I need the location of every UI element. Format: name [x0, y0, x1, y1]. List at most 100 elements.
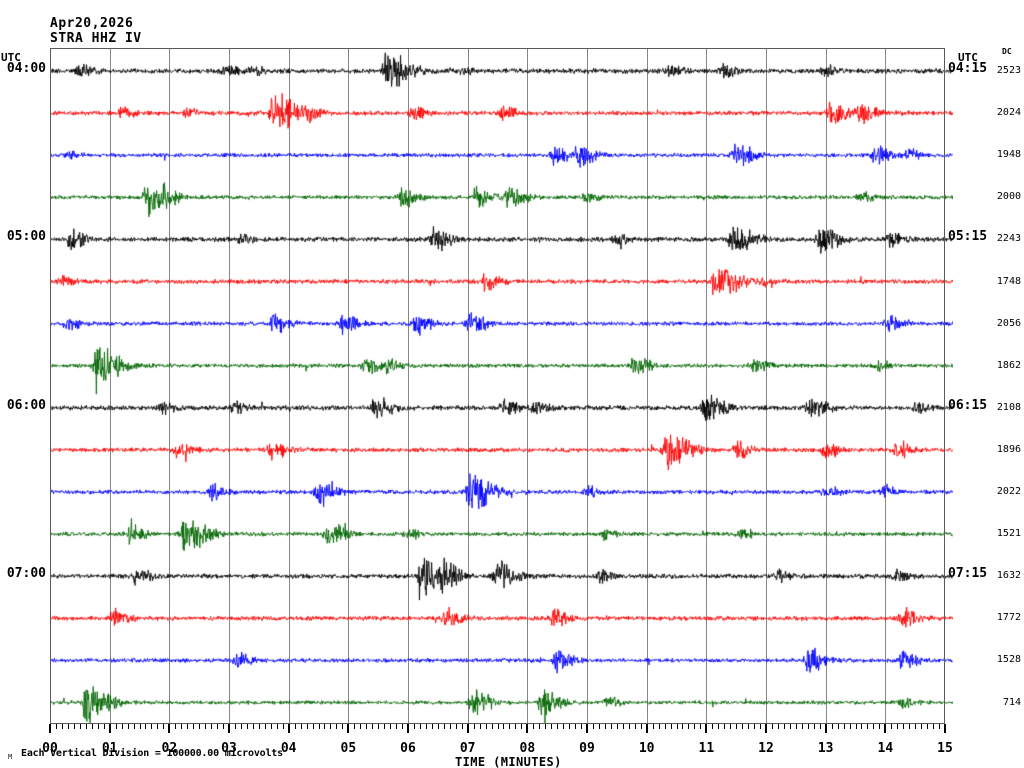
- minor-tick: [592, 724, 594, 729]
- minor-tick: [873, 724, 875, 729]
- minor-tick: [736, 724, 738, 729]
- minor-tick: [658, 724, 660, 729]
- minor-tick: [443, 724, 445, 729]
- major-tick: [347, 724, 350, 733]
- minor-tick: [461, 724, 463, 729]
- minor-tick: [598, 724, 600, 729]
- minor-tick: [927, 724, 929, 729]
- dc-value: 1896: [996, 444, 1021, 455]
- minor-tick: [217, 724, 219, 729]
- minor-tick: [181, 724, 183, 729]
- minor-tick: [849, 724, 851, 729]
- x-tick-label: 11: [698, 741, 715, 756]
- x-tick-label: 13: [817, 741, 834, 756]
- minor-tick: [455, 724, 457, 729]
- minor-tick: [246, 724, 248, 729]
- minor-tick: [521, 724, 523, 729]
- minor-tick: [145, 724, 147, 729]
- minor-tick: [581, 724, 583, 729]
- minor-tick: [91, 724, 93, 729]
- minor-tick: [372, 724, 374, 729]
- minor-tick: [425, 724, 427, 729]
- minor-tick: [628, 724, 630, 729]
- minor-tick: [473, 724, 475, 729]
- minor-tick: [121, 724, 123, 729]
- x-tick-label: 02: [161, 741, 178, 756]
- minor-tick: [384, 724, 386, 729]
- minor-tick: [139, 724, 141, 729]
- minor-tick: [694, 724, 696, 729]
- minor-tick: [771, 724, 773, 729]
- minor-tick: [855, 724, 857, 729]
- minor-tick: [730, 724, 732, 729]
- minor-tick: [85, 724, 87, 729]
- minor-tick: [354, 724, 356, 729]
- minor-tick: [390, 724, 392, 729]
- minor-tick: [915, 724, 917, 729]
- minor-tick: [503, 724, 505, 729]
- minor-tick: [491, 724, 493, 729]
- minor-tick: [199, 724, 201, 729]
- minor-tick: [724, 724, 726, 729]
- major-tick: [645, 724, 648, 733]
- minor-tick: [610, 724, 612, 729]
- minor-tick: [485, 724, 487, 729]
- dc-value: 2523: [996, 65, 1021, 76]
- minor-tick: [867, 724, 869, 729]
- x-tick-label: 03: [221, 741, 237, 756]
- major-tick: [944, 724, 946, 733]
- minor-tick: [831, 724, 833, 729]
- dc-value: 2022: [996, 486, 1021, 497]
- major-tick: [168, 724, 171, 733]
- minor-tick: [861, 724, 863, 729]
- minor-tick: [497, 724, 499, 729]
- minor-tick: [813, 724, 815, 729]
- x-tick-label: 10: [638, 741, 655, 756]
- minor-tick: [604, 724, 606, 729]
- x-tick-label: 07: [459, 741, 476, 756]
- minor-tick: [652, 724, 654, 729]
- minor-tick: [801, 724, 803, 729]
- minor-tick: [837, 724, 839, 729]
- dc-value: 2108: [996, 402, 1021, 413]
- minor-tick: [700, 724, 702, 729]
- minor-tick: [211, 724, 213, 729]
- minor-tick: [223, 724, 225, 729]
- x-tick-label: 08: [519, 741, 536, 756]
- dc-value: 714: [1002, 697, 1021, 708]
- minor-tick: [133, 724, 135, 729]
- minor-tick: [569, 724, 571, 729]
- x-tick-label: 05: [340, 741, 357, 756]
- minor-tick: [157, 724, 159, 729]
- x-tick-label: 14: [877, 741, 894, 756]
- major-tick: [705, 724, 708, 733]
- minor-tick: [449, 724, 451, 729]
- major-tick: [407, 724, 409, 733]
- minor-tick: [533, 724, 535, 729]
- minor-tick: [509, 724, 511, 729]
- minor-tick: [939, 724, 941, 729]
- minor-tick: [479, 724, 481, 729]
- minor-tick: [760, 724, 762, 729]
- minor-tick: [807, 724, 809, 729]
- minor-tick: [616, 724, 618, 729]
- minor-tick: [336, 724, 338, 729]
- major-tick: [765, 724, 767, 733]
- minor-tick: [193, 724, 195, 729]
- minor-tick: [61, 724, 63, 729]
- minor-tick: [360, 724, 362, 729]
- dc-value: 2056: [996, 318, 1021, 329]
- minor-tick: [419, 724, 421, 729]
- major-tick: [884, 724, 887, 733]
- minor-tick: [163, 724, 165, 729]
- minor-tick: [670, 724, 672, 729]
- minor-tick: [676, 724, 678, 729]
- minor-tick: [891, 724, 893, 729]
- minor-tick: [754, 724, 756, 729]
- major-tick: [824, 724, 827, 733]
- dc-column-header: DC: [1002, 47, 1012, 56]
- minor-tick: [151, 724, 153, 729]
- hour-label-left: 07:00: [6, 566, 46, 581]
- minor-tick: [324, 724, 326, 729]
- minor-tick: [55, 724, 57, 729]
